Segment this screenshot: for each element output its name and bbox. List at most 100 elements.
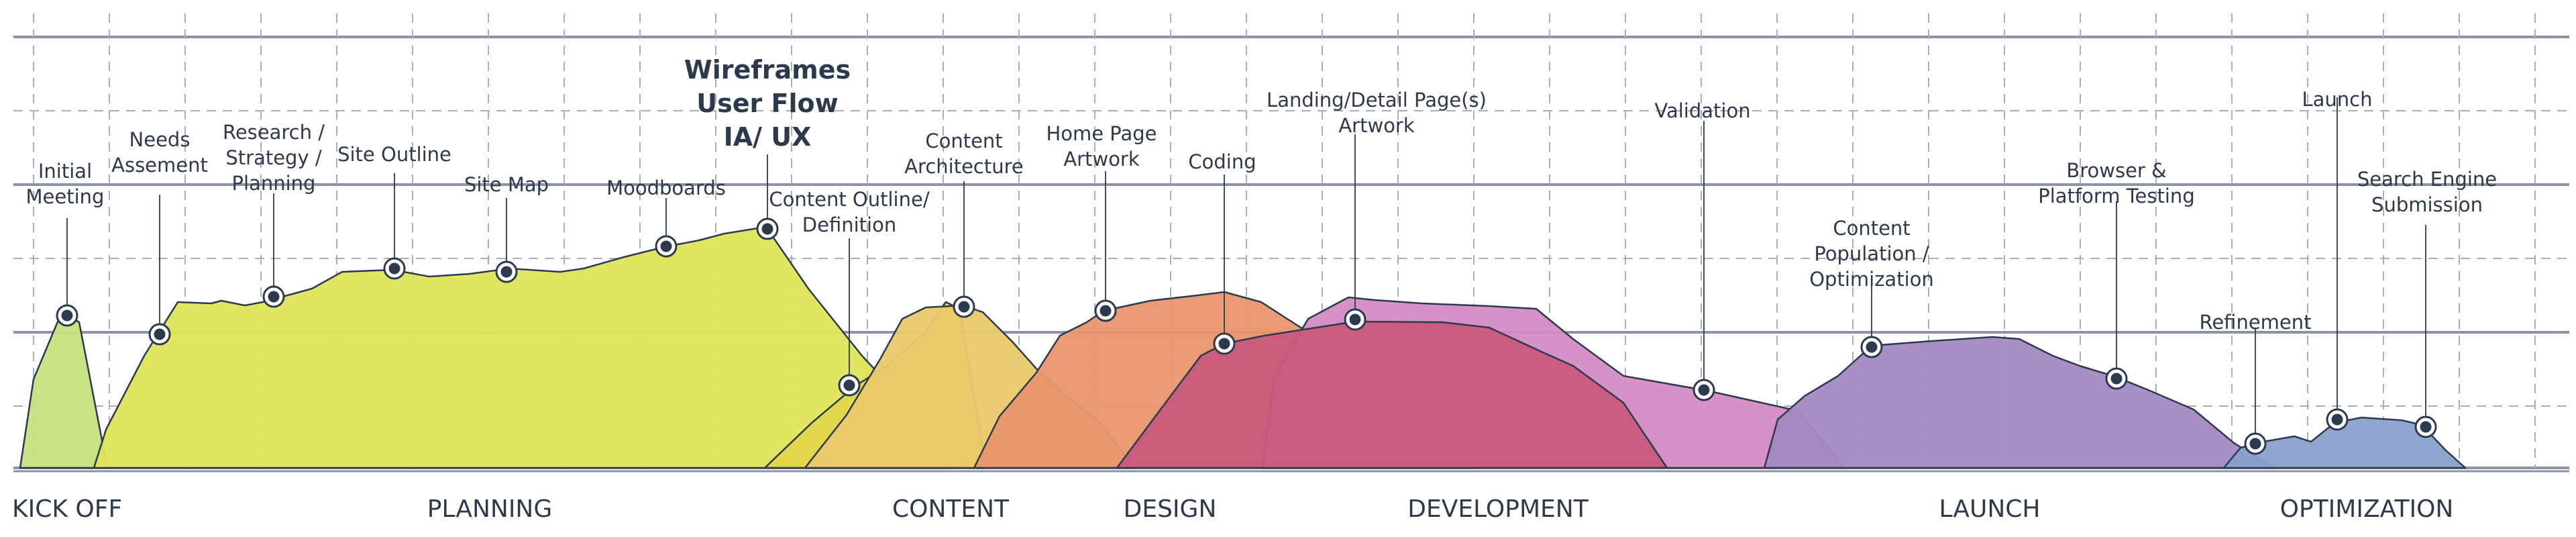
milestone-label-content-outline-definition: Content Outline/Definition	[769, 188, 929, 236]
milestone-label-line: Meeting	[26, 185, 105, 208]
milestone-label-needs-assement: Needs Assement	[111, 128, 208, 177]
milestone-connectors	[66, 97, 2426, 444]
milestone-label-line: Wireframes	[684, 55, 851, 85]
milestone-label-line: Strategy /	[225, 146, 321, 169]
phase-label-launch: LAUNCH	[1939, 495, 2041, 523]
milestone-label-initial-meeting: Initial Meeting	[26, 160, 105, 208]
marker-dot	[2331, 413, 2343, 426]
milestone-label-line: Platform Testing	[2038, 185, 2194, 207]
milestone-label-content-population-optimization: Content Population / Optimization	[1809, 217, 1934, 291]
milestone-label-line: Refinement	[2199, 311, 2311, 334]
milestone-label-home-page-artwork: Home Page Artwork	[1046, 122, 1157, 170]
marker-dot	[2420, 421, 2432, 433]
milestone-marker-home-page-artwork	[1094, 299, 1117, 322]
milestone-label-line: Site Map	[464, 173, 549, 196]
milestone-markers	[56, 217, 2437, 455]
milestone-label-browser-platform-testing: Browser & Platform Testing	[2038, 159, 2194, 207]
marker-dot	[154, 328, 166, 340]
milestone-label-validation: Validation	[1654, 99, 1750, 122]
marker-dot	[61, 309, 73, 322]
milestone-marker-launch	[2326, 408, 2349, 431]
area-launch	[1763, 336, 2275, 469]
milestone-label-line: Optimization	[1809, 268, 1934, 291]
milestone-label-line: Population /	[1814, 242, 1929, 265]
marker-dot	[2110, 373, 2123, 385]
milestone-label-line: User Flow	[696, 89, 838, 118]
milestone-marker-moodboards	[655, 235, 678, 258]
milestone-label-content-architecture: Content Architecture	[904, 130, 1024, 178]
milestone-label-line: Submission	[2371, 193, 2483, 216]
milestone-marker-needs-assement	[148, 323, 171, 346]
milestone-marker-refinement	[2244, 432, 2267, 455]
marker-dot	[761, 223, 773, 235]
phase-label-planning: PLANNING	[427, 495, 553, 523]
area-coding	[1116, 320, 1668, 469]
milestone-marker-content-architecture	[953, 295, 975, 318]
phase-labels: KICK OFF PLANNING CONTENT DESIGN DEVELOPMENT…	[12, 495, 2453, 523]
milestone-marker-validation	[1693, 379, 1715, 401]
milestone-label-landing-detail-artwork: Landing/Detail Page(s) Artwork	[1267, 89, 1487, 137]
milestone-labels: Initial Meeting Needs Assement Research / Str…	[26, 55, 2498, 334]
marker-dot	[1099, 305, 1112, 317]
milestone-marker-search-engine-submission	[2414, 416, 2437, 438]
milestone-marker-site-outline	[383, 257, 406, 280]
milestone-label-line: Validation	[1654, 99, 1750, 122]
milestone-label-site-map: Site Map	[464, 173, 549, 196]
milestone-label-line: Content Outline/	[769, 188, 929, 211]
marker-dot	[1866, 341, 1878, 353]
phase-label-development: DEVELOPMENT	[1407, 495, 1589, 523]
milestone-label-line: Landing/Detail Page(s)	[1267, 89, 1487, 111]
marker-dot	[1698, 384, 1710, 396]
milestone-label-line: Home Page	[1046, 122, 1157, 145]
milestone-label-site-outline: Site Outline	[337, 143, 451, 166]
milestone-label-line: Research /	[223, 121, 325, 144]
milestone-marker-browser-platform-testing	[2105, 367, 2128, 390]
milestone-label-line: Content	[1833, 217, 1910, 240]
phase-areas	[19, 226, 2467, 469]
area-planning	[93, 226, 954, 469]
milestone-label-line: Planning	[232, 172, 316, 195]
milestone-marker-wireframes	[756, 217, 779, 240]
milestone-label-search-engine-submission: Search Engine Submission	[2357, 168, 2497, 216]
milestone-label-line: Browser &	[2066, 159, 2166, 182]
milestone-marker-research-strategy-planning	[262, 285, 285, 308]
milestone-marker-initial-meeting	[56, 304, 78, 327]
milestone-label-research-strategy-planning: Research / Strategy / Planning	[223, 121, 325, 195]
phase-label-optimization: OPTIMIZATION	[2280, 495, 2454, 523]
marker-dot	[2249, 438, 2261, 450]
phase-label-design: DESIGN	[1124, 495, 1217, 523]
marker-dot	[660, 240, 672, 252]
milestone-label-line: Launch	[2302, 88, 2372, 111]
milestone-label-line: Definition	[802, 213, 896, 236]
marker-dot	[1218, 338, 1230, 350]
marker-dot	[958, 301, 970, 313]
marker-dot	[843, 379, 855, 391]
area-kickoff	[19, 311, 109, 469]
milestone-label-line: Site Outline	[337, 143, 451, 166]
marker-dot	[500, 266, 513, 278]
milestone-label-line: Assement	[111, 154, 208, 177]
milestone-marker-site-map	[495, 260, 518, 283]
milestone-label-line: Moodboards	[606, 177, 726, 199]
phase-label-kickoff: KICK OFF	[12, 495, 122, 523]
milestone-marker-coding	[1213, 332, 1236, 355]
milestone-label-coding: Coding	[1188, 150, 1256, 173]
milestone-label-line: IA/ UX	[724, 122, 812, 152]
milestone-label-line: Architecture	[904, 155, 1024, 178]
milestone-label-line: Needs	[129, 128, 191, 151]
milestone-label-launch: Launch	[2302, 88, 2372, 111]
milestone-label-line: Artwork	[1338, 114, 1415, 137]
milestone-label-line: Content	[925, 130, 1002, 152]
milestone-label-wireframes: Wireframes User Flow IA/ UX	[684, 55, 851, 152]
milestone-marker-content-outline-definition	[838, 374, 861, 397]
milestone-label-line: Artwork	[1063, 148, 1140, 170]
phase-label-content: CONTENT	[892, 495, 1010, 523]
milestone-marker-content-population-optimization	[1860, 336, 1883, 358]
milestone-label-line: Initial	[38, 160, 92, 183]
milestone-marker-landing-detail-artwork	[1344, 308, 1366, 331]
marker-dot	[268, 291, 280, 303]
milestone-label-line: Coding	[1188, 150, 1256, 173]
marker-dot	[1349, 313, 1361, 326]
marker-dot	[388, 262, 400, 275]
milestone-label-refinement: Refinement	[2199, 311, 2311, 334]
